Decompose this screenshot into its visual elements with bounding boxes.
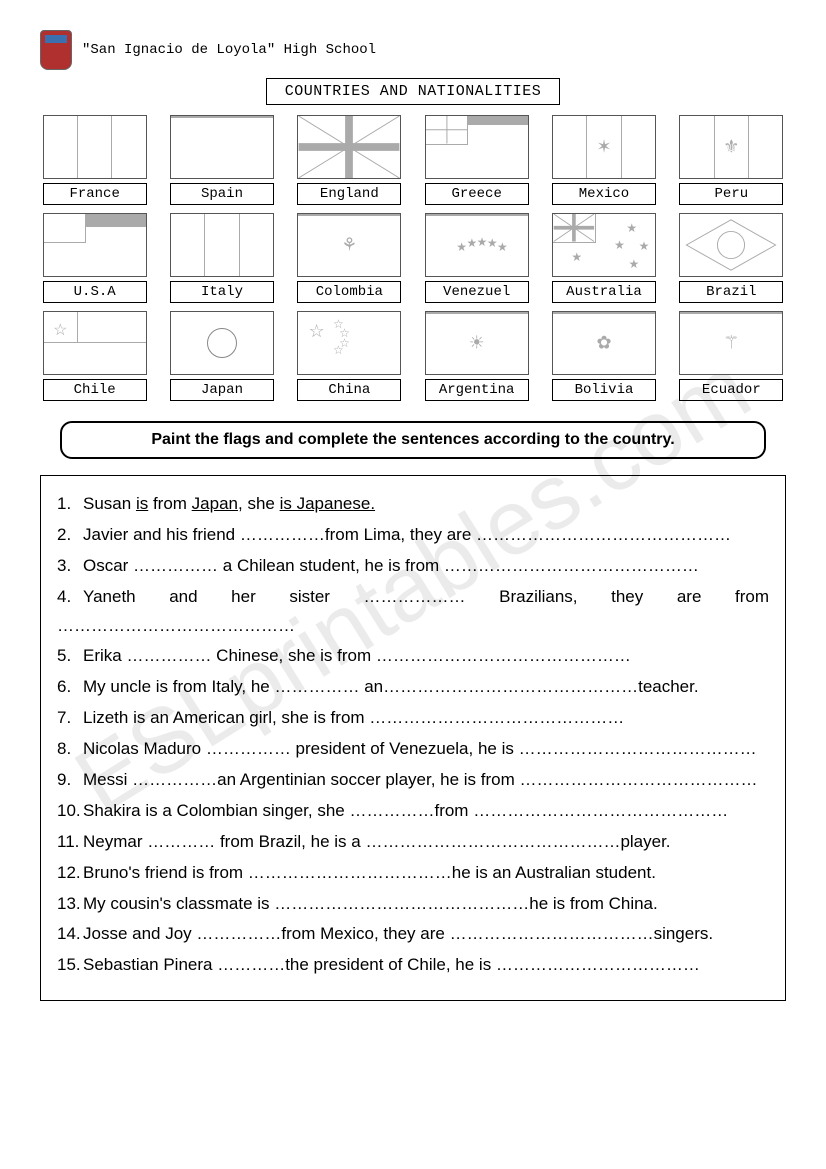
page-header: "San Ignacio de Loyola" High School (40, 30, 786, 70)
flag-cell-peru: ⚜ Peru (677, 115, 786, 205)
sentence-item: 5.Erika …………… Chinese, she is from ……………… (57, 642, 769, 671)
flag-cell-argentina: ☀ Argentina (422, 311, 531, 401)
flag-spain (170, 115, 274, 179)
flag-italy (170, 213, 274, 277)
flag-label: Ecuador (679, 379, 783, 401)
sentence-item: 8.Nicolas Maduro …………… president of Vene… (57, 735, 769, 764)
sentence-text: Erika …………… Chinese, she is from …………………… (83, 646, 631, 665)
flag-usa (43, 213, 147, 277)
sentence-item: 7.Lizeth is an American girl, she is fro… (57, 704, 769, 733)
sentence-text: My cousin's classmate is ………………………………………… (83, 894, 658, 913)
sentence-text: Neymar ………… from Brazil, he is a …………………… (83, 832, 671, 851)
flag-argentina: ☀ (425, 311, 529, 375)
flag-brazil (679, 213, 783, 277)
flag-label: Australia (552, 281, 656, 303)
sentence-text: Yaneth and her sister ……………… Brazilians,… (57, 587, 769, 635)
flag-venezuela: ★★★★★ (425, 213, 529, 277)
sentence-text: Javier and his friend ……………from Lima, th… (83, 525, 731, 544)
flag-label: Colombia (297, 281, 401, 303)
sentence-item: 10.Shakira is a Colombian singer, she ……… (57, 797, 769, 826)
sentences-box: 1.Susan is from Japan, she is Japanese. … (40, 475, 786, 1001)
crest-icon: ⚜ (723, 137, 739, 158)
flag-label: China (297, 379, 401, 401)
flag-label: Argentina (425, 379, 529, 401)
sentence-item: 11.Neymar ………… from Brazil, he is a …………… (57, 828, 769, 857)
sentence-text: Oscar …………… a Chilean student, he is fro… (83, 556, 699, 575)
flag-england (297, 115, 401, 179)
sentence-text: Nicolas Maduro …………… president of Venezu… (83, 739, 757, 758)
flag-label: France (43, 183, 147, 205)
sentence-text: Messi ……………an Argentinian soccer player,… (83, 770, 758, 789)
sentence-item: 1.Susan is from Japan, she is Japanese. (57, 490, 769, 519)
sentence-item: 13.My cousin's classmate is ………………………………… (57, 890, 769, 919)
flag-greece (425, 115, 529, 179)
school-name: "San Ignacio de Loyola" High School (82, 42, 376, 58)
flag-chile: ☆ (43, 311, 147, 375)
flag-australia: ★ ★★★★ (552, 213, 656, 277)
sentence-item: 9.Messi ……………an Argentinian soccer playe… (57, 766, 769, 795)
flag-cell-spain: Spain (167, 115, 276, 205)
flag-label: U.S.A (43, 281, 147, 303)
flag-cell-usa: U.S.A (40, 213, 149, 303)
flag-label: England (297, 183, 401, 205)
flag-mexico: ✶ (552, 115, 656, 179)
sentence-text: Shakira is a Colombian singer, she ……………… (83, 801, 728, 820)
flag-cell-ecuador: ⚚ Ecuador (677, 311, 786, 401)
flag-label: Chile (43, 379, 147, 401)
sentence-text: Bruno's friend is from ………………………………he is… (83, 863, 656, 882)
flag-label: Brazil (679, 281, 783, 303)
flag-ecuador: ⚚ (679, 311, 783, 375)
flag-label: Bolivia (552, 379, 656, 401)
crest-icon: ⚚ (723, 333, 739, 354)
flag-cell-italy: Italy (167, 213, 276, 303)
flag-china: ☆ ☆☆☆☆ (297, 311, 401, 375)
flag-france (43, 115, 147, 179)
flag-label: Venezuel (425, 281, 529, 303)
sentence-text: Susan is from Japan, she is Japanese. (83, 494, 375, 513)
flag-colombia: ⚘ (297, 213, 401, 277)
flag-cell-china: ☆ ☆☆☆☆ China (295, 311, 404, 401)
flag-cell-bolivia: ✿ Bolivia (549, 311, 658, 401)
sentence-item: 12.Bruno's friend is from ………………………………he… (57, 859, 769, 888)
sentence-item: 2.Javier and his friend ……………from Lima, … (57, 521, 769, 550)
sentence-item: 3.Oscar …………… a Chilean student, he is f… (57, 552, 769, 581)
flag-cell-australia: ★ ★★★★ Australia (549, 213, 658, 303)
sentence-item: 4.Yaneth and her sister ……………… Brazilian… (57, 583, 769, 641)
flag-label: Greece (425, 183, 529, 205)
eagle-icon: ✶ (596, 137, 611, 158)
sun-icon: ☀ (469, 333, 485, 354)
sentence-item: 15.Sebastian Pinera …………the president of… (57, 951, 769, 980)
flag-cell-england: England (295, 115, 404, 205)
flag-label: Japan (170, 379, 274, 401)
flag-cell-brazil: Brazil (677, 213, 786, 303)
sentence-item: 14.Josse and Joy ……………from Mexico, they … (57, 920, 769, 949)
flag-cell-france: France (40, 115, 149, 205)
flag-cell-japan: Japan (167, 311, 276, 401)
flag-peru: ⚜ (679, 115, 783, 179)
instruction-box: Paint the flags and complete the sentenc… (60, 421, 766, 459)
flag-cell-mexico: ✶ Mexico (549, 115, 658, 205)
flag-grid: France Spain England Greece ✶ Mexico ⚜ P… (40, 115, 786, 401)
sentence-text: Lizeth is an American girl, she is from … (83, 708, 624, 727)
flag-cell-greece: Greece (422, 115, 531, 205)
flag-label: Italy (170, 281, 274, 303)
flag-bolivia: ✿ (552, 311, 656, 375)
flag-label: Mexico (552, 183, 656, 205)
crest-icon: ✿ (596, 333, 611, 354)
flag-japan (170, 311, 274, 375)
flag-label: Peru (679, 183, 783, 205)
sentence-text: Sebastian Pinera …………the president of Ch… (83, 955, 700, 974)
flag-cell-colombia: ⚘ Colombia (295, 213, 404, 303)
school-shield-icon (40, 30, 72, 70)
sentence-text: Josse and Joy ……………from Mexico, they are… (83, 924, 713, 943)
flag-label: Spain (170, 183, 274, 205)
sentence-item: 6.My uncle is from Italy, he …………… an………… (57, 673, 769, 702)
flag-cell-venezuela: ★★★★★ Venezuel (422, 213, 531, 303)
worksheet-title: COUNTRIES AND NATIONALITIES (266, 78, 561, 105)
crest-icon: ⚘ (341, 235, 357, 256)
sentence-text: My uncle is from Italy, he …………… an……………… (83, 677, 699, 696)
flag-cell-chile: ☆ Chile (40, 311, 149, 401)
